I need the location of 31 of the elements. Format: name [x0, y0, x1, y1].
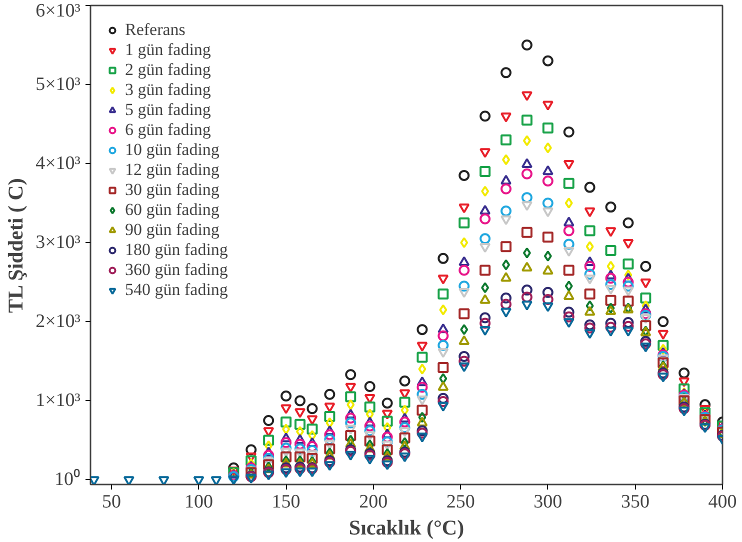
legend-label: 360 gün fading — [125, 260, 228, 280]
x-tick-label: 100 — [184, 492, 213, 512]
y-tick-label: 3×10³ — [36, 232, 81, 254]
legend-label: 6 gün fading — [125, 120, 211, 140]
legend-label: 540 gün fading — [125, 280, 228, 300]
y-axis-title: TL Şiddeti ( C) — [4, 178, 28, 313]
y-tick-label: 1×10³ — [36, 390, 81, 412]
y-tick-label: 4×10³ — [36, 153, 81, 174]
x-tick-label: 50 — [102, 492, 121, 512]
legend-label: 5 gün fading — [125, 100, 211, 120]
x-tick-label: 400 — [708, 492, 737, 512]
x-tick-label: 250 — [446, 492, 475, 512]
y-tick-label: 5×10³ — [36, 74, 81, 96]
legend-label: 12 gün fading — [125, 160, 220, 180]
x-tick-label: 300 — [534, 492, 562, 512]
legend-label: 2 gün fading — [125, 60, 211, 80]
x-axis-title: Sıcaklık (°C) — [348, 516, 464, 540]
y-tick-label: 2×10³ — [36, 311, 81, 332]
legend-label: 90 gün fading — [125, 220, 220, 240]
x-tick-label: 150 — [272, 492, 300, 512]
x-tick-label: 200 — [359, 492, 388, 512]
x-tick-label: 350 — [620, 492, 650, 512]
legend-label: 180 gün fading — [125, 240, 228, 260]
legend-label: 3 gün fading — [125, 80, 211, 100]
legend-label: 30 gün fading — [125, 180, 220, 200]
legend-label: Referans — [125, 20, 186, 40]
y-tick-label: 10⁰ — [54, 468, 80, 490]
legend-label: 1 gün fading — [125, 40, 211, 60]
y-tick-label: 6×10³ — [36, 0, 81, 22]
legend-label: 60 gün fading — [125, 200, 220, 220]
legend-label: 10 gün fading — [125, 140, 220, 160]
